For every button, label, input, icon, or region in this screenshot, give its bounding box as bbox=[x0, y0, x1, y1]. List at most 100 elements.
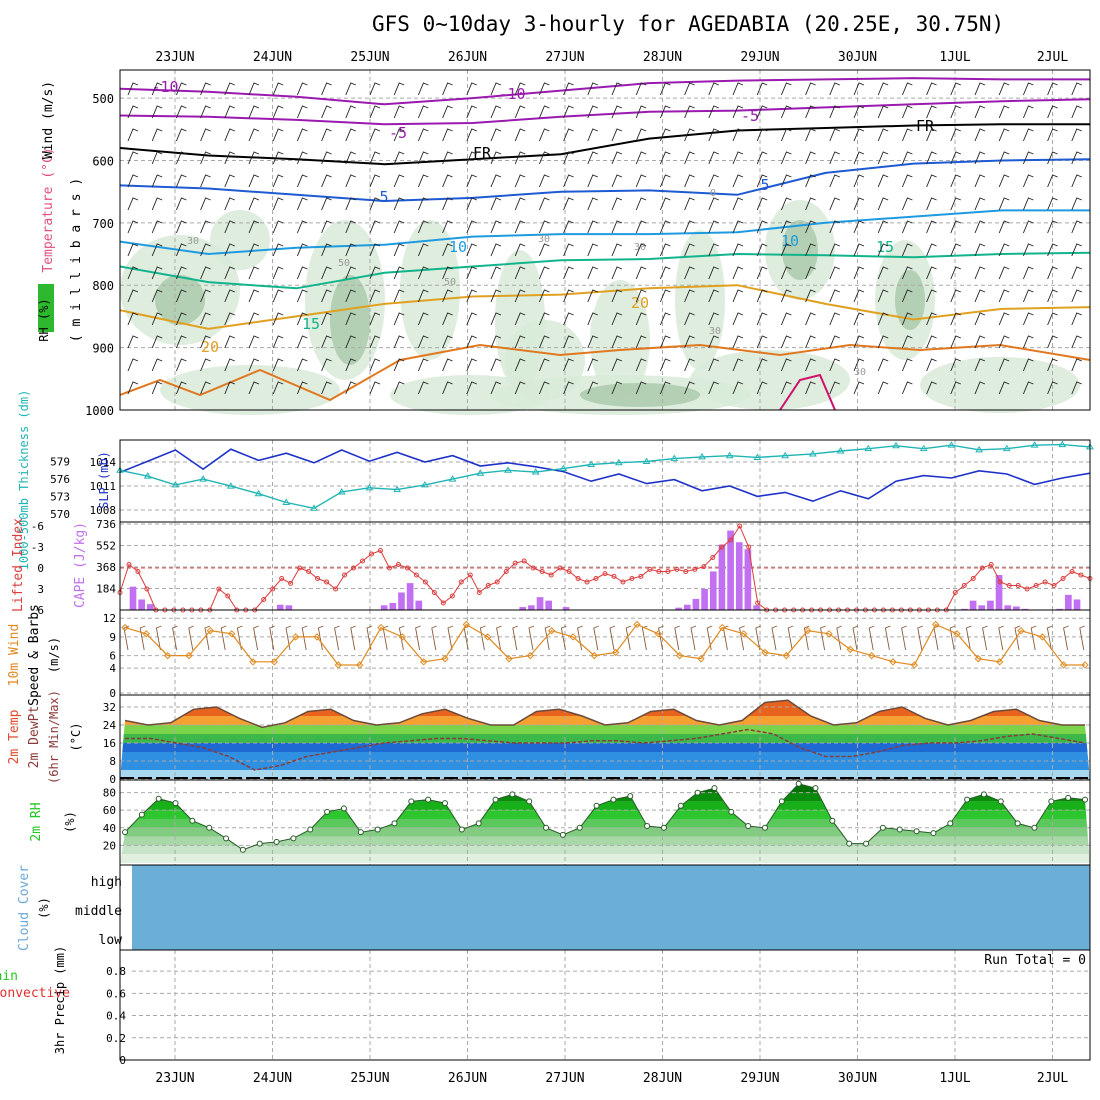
wind-barb bbox=[877, 243, 889, 257]
wind-barb bbox=[1071, 358, 1082, 372]
contour-label: -10 bbox=[151, 78, 178, 96]
wind-barb bbox=[998, 289, 1010, 303]
wind-barb bbox=[756, 243, 768, 257]
wind-speed-marker bbox=[483, 633, 492, 641]
wind-barb bbox=[974, 220, 986, 234]
thickness-label: 1000-500mb Thickness (dm) bbox=[17, 390, 31, 571]
wind-barb bbox=[708, 358, 719, 372]
cloud-label: Cloud Cover bbox=[17, 865, 32, 951]
lifted-index-marker bbox=[431, 590, 437, 595]
wind-barb bbox=[1022, 289, 1034, 303]
wind-barb bbox=[901, 105, 913, 119]
wind-barb bbox=[514, 312, 526, 326]
cape-bar bbox=[406, 583, 414, 610]
lifted-index-label: Lifted Index bbox=[11, 518, 26, 612]
wind-barb bbox=[1071, 335, 1082, 349]
rh-band bbox=[120, 845, 1090, 855]
lifted-index-marker bbox=[216, 586, 222, 592]
wind-barb bbox=[635, 174, 647, 188]
surface-wind-barb bbox=[771, 625, 778, 651]
wind-speed-marker bbox=[1081, 661, 1089, 669]
date-label-top: 29JUN bbox=[740, 50, 779, 65]
rh-marker bbox=[778, 798, 785, 805]
wind-barb bbox=[490, 197, 502, 211]
wind-barb bbox=[877, 358, 889, 372]
surface-wind-barb bbox=[301, 625, 308, 651]
date-label-bottom: 27JUN bbox=[545, 1071, 584, 1086]
cape-bar bbox=[675, 607, 682, 610]
lifted-index-marker bbox=[602, 571, 608, 577]
wind-barb bbox=[1071, 82, 1082, 96]
lifted-index-marker bbox=[1006, 583, 1012, 588]
wind-barb bbox=[853, 128, 865, 142]
wind-barb bbox=[611, 243, 623, 257]
wind-barb bbox=[345, 289, 356, 303]
date-label-bottom: 1JUL bbox=[939, 1071, 970, 1086]
wind-speed-marker bbox=[1059, 661, 1068, 669]
wind-barb bbox=[248, 358, 260, 372]
wind-barb bbox=[998, 358, 1010, 372]
lifted-index-marker bbox=[988, 562, 994, 567]
wind-barb bbox=[248, 128, 260, 142]
wind-barb bbox=[708, 312, 719, 326]
surface-wind-barb bbox=[1030, 625, 1037, 651]
wind-barb bbox=[829, 82, 840, 96]
lifted-index-marker bbox=[961, 583, 967, 588]
date-label-bottom: 24JUN bbox=[253, 1071, 292, 1086]
wind-speed-marker bbox=[590, 651, 599, 660]
wind-barb bbox=[1022, 358, 1034, 372]
lifted-index-marker bbox=[665, 569, 671, 574]
wind-barb bbox=[393, 105, 405, 119]
wind-barb bbox=[756, 174, 768, 188]
wind-barb bbox=[587, 381, 598, 395]
wind-barb bbox=[998, 128, 1010, 142]
wind-barb bbox=[708, 381, 719, 395]
precip-tick: 0.2 bbox=[106, 1032, 126, 1045]
thickness-tick: 570 bbox=[50, 508, 70, 521]
wind-barb bbox=[659, 151, 671, 165]
lifted-index-marker bbox=[593, 576, 599, 581]
lifted-index-marker bbox=[297, 565, 303, 571]
cape-bar bbox=[995, 574, 1003, 610]
surface-wind-barb bbox=[366, 625, 373, 651]
wind-barb bbox=[345, 174, 356, 188]
rh-unit: (%) bbox=[63, 811, 77, 833]
wind-barb bbox=[417, 105, 429, 119]
wind-barb bbox=[901, 381, 913, 395]
wind-barb bbox=[732, 174, 744, 188]
surface-wind-barb bbox=[965, 625, 972, 651]
thickness-marker bbox=[531, 468, 540, 475]
rh-marker bbox=[829, 817, 836, 824]
surface-wind-barb bbox=[431, 625, 437, 651]
wind-barb bbox=[1047, 312, 1058, 326]
wind-barb bbox=[345, 82, 356, 96]
rh-marker bbox=[576, 824, 583, 831]
wind-barb bbox=[853, 312, 865, 326]
rh-shading bbox=[690, 350, 850, 410]
wind-tick: 12 bbox=[103, 612, 116, 625]
wind-barb bbox=[417, 335, 429, 349]
pressure-tick: 800 bbox=[92, 279, 114, 293]
wind-barb bbox=[442, 289, 453, 303]
millibars-label: ( m i l l i b a r s ) bbox=[69, 178, 84, 342]
wind-barb bbox=[780, 82, 792, 96]
wind-barb bbox=[248, 151, 260, 165]
wind-barb bbox=[248, 381, 260, 395]
surface-wind-barb bbox=[1046, 625, 1053, 651]
wind-barb bbox=[248, 82, 260, 96]
rh-marker bbox=[138, 811, 145, 818]
wind-barb bbox=[1047, 358, 1058, 372]
wind-barb bbox=[635, 289, 647, 303]
wind-barb bbox=[708, 266, 719, 280]
wind-barb bbox=[175, 128, 187, 142]
wind-barb bbox=[926, 82, 937, 96]
rh-marker bbox=[913, 828, 920, 835]
wind-barb bbox=[538, 381, 550, 395]
cape-bar bbox=[146, 604, 154, 610]
wind-tick: 9 bbox=[109, 631, 116, 644]
contour-label: 30 bbox=[187, 236, 199, 247]
wind-barb bbox=[563, 197, 574, 211]
wind-barb bbox=[805, 312, 816, 326]
